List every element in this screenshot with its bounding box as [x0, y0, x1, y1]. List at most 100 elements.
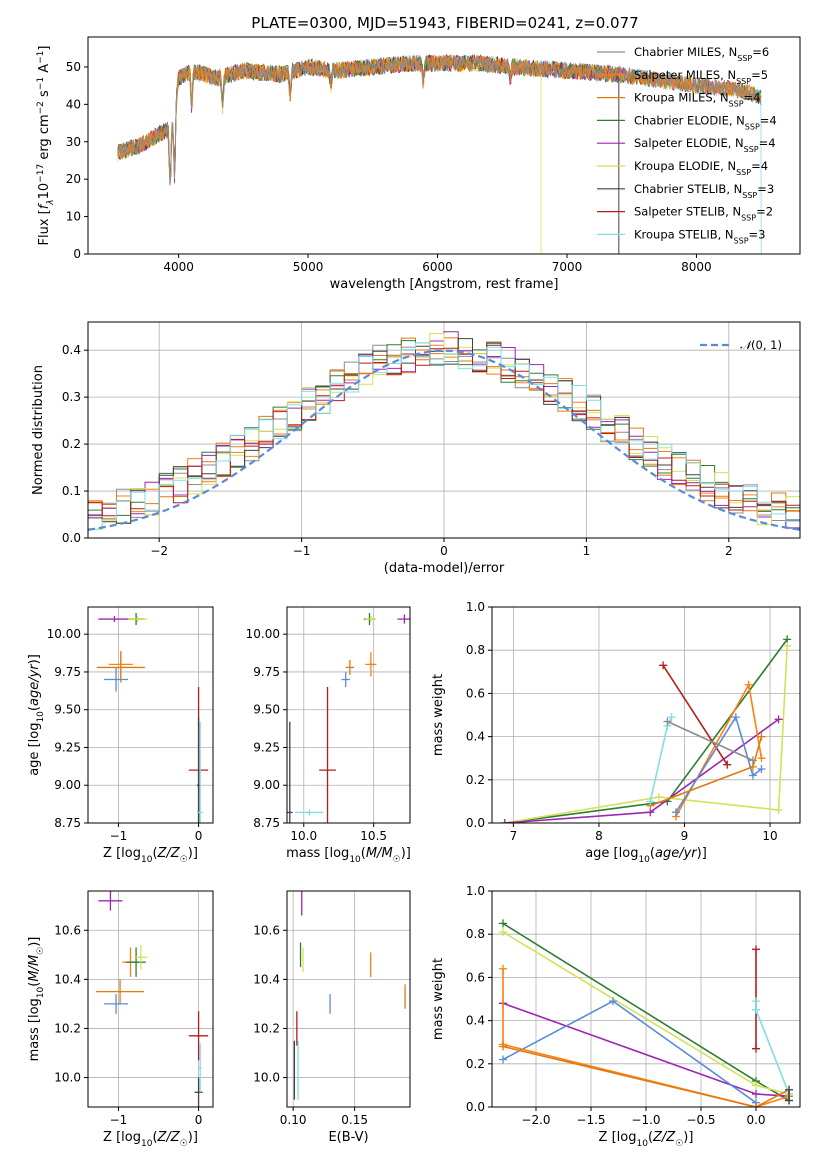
x-tick-label: −0.5 — [686, 1113, 715, 1127]
plot-area-age-vs-mass — [287, 613, 410, 823]
y-tick-label: 30 — [66, 135, 81, 149]
x-tick-label: 6000 — [422, 260, 453, 274]
histogram-step — [88, 333, 800, 530]
x-axis-label: (data-model)/error — [384, 561, 505, 576]
y-tick-label: 0.0 — [466, 816, 485, 830]
series-marker — [752, 1081, 760, 1090]
y-tick-label: 0 — [73, 247, 81, 261]
histogram-step — [88, 338, 800, 524]
normal-curve — [88, 349, 800, 531]
axes-frame — [87, 36, 801, 255]
y-tick-label: 8.75 — [253, 816, 280, 830]
panel-weight-vs-age: 7 8 9 10 0.0 0.2 0.4 0.6 0.8 1.0 age [log10(age/yr… — [431, 600, 801, 865]
grid-mass-vs-EBV — [287, 891, 410, 1107]
series-line — [667, 720, 754, 762]
y-tick-label: 10.4 — [253, 972, 280, 986]
legend-label: Salpeter MILES, NSSP=5 — [634, 68, 768, 86]
x-tick-label: 0.15 — [341, 1113, 368, 1127]
panel-mass-vs-EBV: 0.10 0.15 10.0 10.2 10.4 10.6 E(B-V) — [253, 890, 411, 1145]
y-axis-label: Normed distribution — [31, 365, 46, 495]
series-line — [504, 718, 780, 823]
series-line — [662, 664, 728, 766]
y-axis-label: mass weight — [431, 674, 446, 756]
x-tick-label: 1 — [583, 544, 591, 558]
series-marker — [757, 732, 766, 741]
axes-frame — [87, 890, 214, 1108]
panel-spectrum: 4000 5000 6000 7000 8000 0 10 20 30 40 50 Chabrier … — [36, 36, 801, 292]
x-axis-label: mass [log10(M/M☉)] — [286, 846, 411, 865]
x-tick-label: −1 — [110, 1113, 128, 1127]
x-tick-label: 10 — [762, 829, 777, 843]
axes-frame — [87, 321, 801, 539]
series-marker — [752, 1103, 760, 1107]
x-axis-label: wavelength [Angstrom, rest frame] — [330, 277, 559, 292]
series-marker — [757, 754, 766, 763]
x-tick-label: 0 — [440, 544, 448, 558]
y-tick-label: 10.0 — [54, 1071, 81, 1085]
y-tick-label: 0.4 — [466, 1014, 485, 1028]
y-tick-label: 0.4 — [62, 343, 81, 357]
plot-area-spectrum — [117, 53, 762, 254]
y-tick-label: 40 — [66, 97, 81, 111]
y-tick-label: 9.00 — [54, 778, 81, 792]
series-marker — [499, 964, 507, 973]
x-tick-label: 10.0 — [290, 829, 317, 843]
x-tick-label: −2 — [150, 544, 168, 558]
legend-label: Kroupa STELIB, NSSP=3 — [634, 227, 765, 245]
series-marker — [752, 1090, 760, 1099]
series-marker — [654, 793, 663, 802]
y-tick-label: 0.6 — [466, 686, 485, 700]
y-tick-label: 0.2 — [466, 1057, 485, 1071]
y-tick-label: 0.8 — [466, 927, 485, 941]
y-tick-label: 0.8 — [466, 643, 485, 657]
series-marker — [500, 819, 509, 823]
y-tick-label: 10.2 — [253, 1021, 280, 1035]
y-tick-label: 10.4 — [54, 972, 81, 986]
series-marker — [752, 1044, 760, 1053]
series-marker — [748, 771, 757, 780]
grid-age-vs-mass — [287, 607, 410, 824]
y-tick-label: 0.0 — [62, 531, 81, 545]
x-tick-label: −1 — [110, 829, 128, 843]
x-tick-label: 0.10 — [280, 1113, 307, 1127]
series-marker — [667, 713, 676, 722]
x-axis-label: age [log10(age/yr)] — [585, 846, 707, 865]
series-marker — [499, 919, 507, 928]
legend-label: Chabrier STELIB, NSSP=3 — [634, 182, 774, 200]
y-tick-label: 0.0 — [466, 1100, 485, 1114]
series-line — [504, 638, 788, 823]
x-tick-label: 10.5 — [360, 829, 387, 843]
legend-label: Salpeter ELODIE, NSSP=4 — [634, 136, 776, 154]
y-tick-label: 9.75 — [253, 665, 280, 679]
x-tick-label: 8000 — [681, 260, 712, 274]
axes-frame — [491, 890, 801, 1108]
y-tick-label: 20 — [66, 172, 81, 186]
plot-area-mass-vs-Z — [96, 891, 209, 1107]
grid-weight-vs-Z — [492, 890, 800, 1108]
spectrum-line — [117, 54, 762, 186]
y-tick-label: 9.25 — [54, 740, 81, 754]
plot-area-age-vs-Z — [96, 613, 209, 823]
histogram-step — [88, 342, 800, 517]
series-line — [502, 1045, 790, 1107]
y-axis-label: mass [log10(M/M☉)] — [27, 937, 46, 1062]
x-tick-label: −2.0 — [521, 1113, 550, 1127]
series-marker — [671, 808, 680, 817]
series-marker — [723, 760, 732, 769]
legend: Chabrier MILES, NSSP=6 Salpeter MILES, NS… — [597, 45, 777, 245]
plot-area-weight-vs-Z — [499, 919, 793, 1107]
panel-mass-vs-Z: −1 0 10.0 10.2 10.4 10.6 Z [log10(Z/Z☉)] mass [… — [27, 890, 214, 1149]
x-tick-label: 8 — [595, 829, 603, 843]
y-tick-label: 0.1 — [62, 484, 81, 498]
plot-area-mass-vs-EBV — [293, 891, 406, 1100]
y-tick-label: 9.75 — [54, 665, 81, 679]
y-tick-label: 50 — [66, 60, 81, 74]
series-marker — [757, 765, 766, 773]
y-tick-label: 9.25 — [253, 740, 280, 754]
y-tick-label: 10.0 — [253, 1071, 280, 1085]
x-tick-label: −1.0 — [631, 1113, 660, 1127]
y-tick-label: 0.2 — [466, 773, 485, 787]
figure-title: PLATE=0300, MJD=51943, FIBERID=0241, z=0… — [251, 14, 638, 32]
legend: 𝒩(0, 1) — [700, 338, 782, 352]
